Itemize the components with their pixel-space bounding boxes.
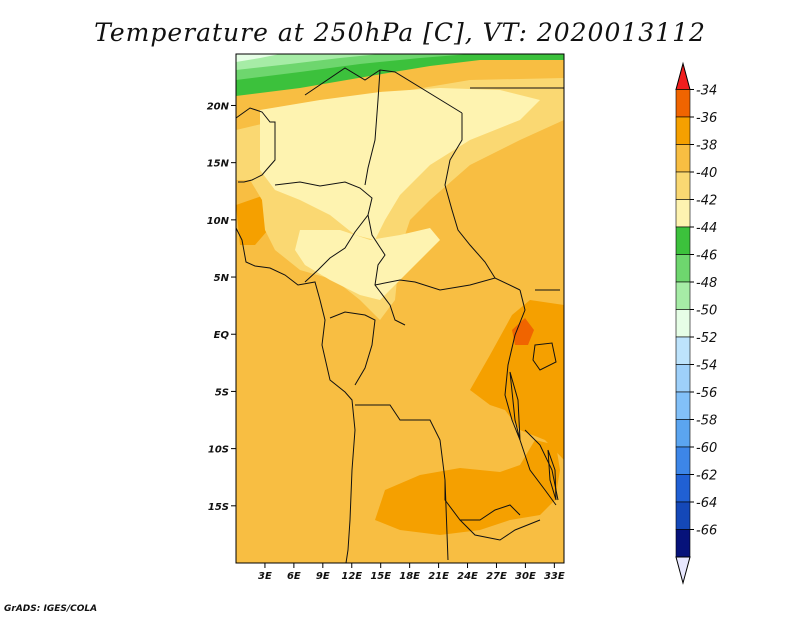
x-tick-label: 3E [258,571,272,582]
y-tick-label: 20N [207,101,230,112]
colorbar-label: -38 [696,139,717,154]
x-tick-label: 6E [287,571,301,582]
y-tick-label: 10S [208,445,229,456]
map-frame [235,53,565,564]
field-region-minus36 [512,318,534,345]
colorbar-label: -52 [696,331,717,346]
colorbar-box [675,446,691,475]
border-chad-sudan [444,113,496,279]
y-tick-label: 5N [214,273,230,284]
x-tick-label: 18E [399,571,420,582]
colorbar-box [675,226,691,255]
colorbar-box [675,144,691,173]
colorbar-bottom-arrow [675,556,691,585]
colorbar-box [675,391,691,420]
colorbar-box [675,281,691,310]
colorbar-box [675,89,691,118]
y-tick-label: EQ [214,330,230,341]
coastline-west-africa [235,107,356,564]
colorbar-boxes [675,89,691,558]
x-tick-label: 30E [515,571,536,582]
colorbar-label: -40 [696,166,717,181]
field-region-minus38-sw [375,440,560,535]
border-zambia [444,479,541,561]
colorbar-label: -66 [696,524,717,539]
field-region-minus38-west [236,196,268,245]
map-area: 3E 6E 9E 12E 15E 18E 21E 24E 27E 30E 33E 20N 15N 10N… [207,53,565,582]
colorbar-label: -54 [696,359,717,374]
field-region-minus44-central [295,228,440,300]
border-niger-chad [364,69,381,186]
y-tick-label: 15N [207,159,230,170]
colorbar-top-arrow [675,61,691,90]
x-tick-label: 9E [316,571,330,582]
lake-victoria [532,342,557,371]
lake-malawi [547,449,557,501]
field-region-minus44-north [260,88,540,240]
x-tick-label: 27E [486,571,507,582]
colorbar-box [675,309,691,338]
colorbar-box [675,419,691,448]
colorbar-label: -48 [696,276,717,291]
colorbar-labels: -34 -36 -38 -40 -42 -44 -46 -48 -50 -52 -54 -56 -58 -… [690,84,717,539]
colorbar-box [675,364,691,393]
x-tick-label: 33E [544,571,565,582]
x-tick-label: 24E [457,571,478,582]
colorbar-box [675,116,691,145]
colorbar-label: -34 [696,84,717,99]
border-nigeria [274,181,373,283]
field-region-minus38-east [470,300,564,460]
country-borders [235,67,564,564]
colorbar: -34 -36 -38 -40 -42 -44 -46 -48 -50 -52 -54 -56 -58 -… [675,61,717,585]
colorbar-label: -56 [696,386,717,401]
field-region-minus50 [236,54,380,70]
colorbar-box [675,199,691,228]
colorbar-label: -50 [696,304,717,319]
temperature-field [236,54,564,535]
colorbar-label: -44 [696,221,717,236]
x-axis: 3E 6E 9E 12E 15E 18E 21E 24E 27E 30E 33E [258,563,565,582]
border-cameroon-car [367,214,406,326]
field-region-minus52 [236,54,280,62]
colorbar-label: -64 [696,496,717,511]
page-title: Temperature at 250hPa [C], VT: 202001311… [94,18,706,47]
colorbar-label: -58 [696,414,717,429]
colorbar-box [675,474,691,503]
x-tick-label: 21E [428,571,449,582]
colorbar-box [675,501,691,530]
colorbar-box [675,336,691,365]
border-libya-chad [304,67,463,114]
colorbar-box [675,529,691,558]
border-drc-east [504,289,557,506]
colorbar-box [675,171,691,200]
colorbar-label: -42 [696,194,717,209]
x-tick-label: 15E [370,571,391,582]
colorbar-label: -60 [696,441,717,456]
y-axis: 20N 15N 10N 5N EQ 5S 10S 15S [207,101,236,513]
colorbar-label: -36 [696,111,717,126]
border-congo [329,311,376,386]
colorbar-label: -62 [696,469,717,484]
lake-tanganyika [509,371,521,441]
colorbar-box [675,254,691,283]
x-tick-label: 12E [341,571,362,582]
y-tick-label: 10N [207,216,230,227]
border-car-south [374,277,521,291]
grads-credit: GrADS: IGES/COLA [4,604,98,614]
y-tick-label: 5S [215,387,229,398]
colorbar-label: -46 [696,249,717,264]
y-tick-label: 15S [208,502,229,513]
